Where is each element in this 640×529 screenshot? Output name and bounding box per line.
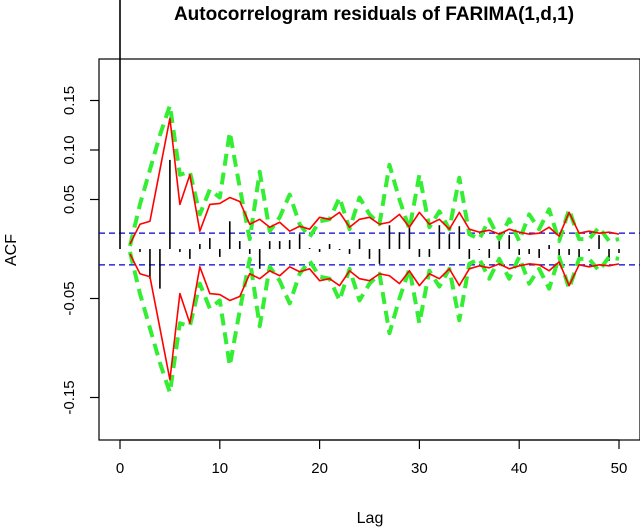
red-band-upper [129,117,620,245]
x-tick-label: 50 [611,460,628,477]
y-tick-label: -0.15 [61,380,78,414]
y-tick-label: -0.05 [61,281,78,315]
y-tick-label: 0.10 [61,135,78,164]
x-tick-label: 40 [511,460,528,477]
x-axis-label: Lag [357,510,384,527]
bands [128,103,620,395]
y-tick-label: 0.15 [61,86,78,115]
green-band-lower [128,251,620,395]
x-tick-label: 30 [411,460,428,477]
green-band-upper [128,103,620,247]
y-axis-label: ACF [3,234,20,266]
acf-bars [119,0,620,289]
confidence-lines [99,232,640,266]
chart-title: Autocorrelogram residuals of FARIMA(1,d,… [174,4,574,25]
red-band-lower [129,253,620,381]
x-tick-label: 20 [311,460,328,477]
x-axis: 0 10 20 30 40 50 [116,439,628,477]
x-tick-label: 10 [211,460,228,477]
x-tick-label: 0 [116,460,124,477]
y-tick-label: 0.05 [61,185,78,214]
y-axis: -0.15 -0.05 0.05 0.10 0.15 [61,86,100,415]
